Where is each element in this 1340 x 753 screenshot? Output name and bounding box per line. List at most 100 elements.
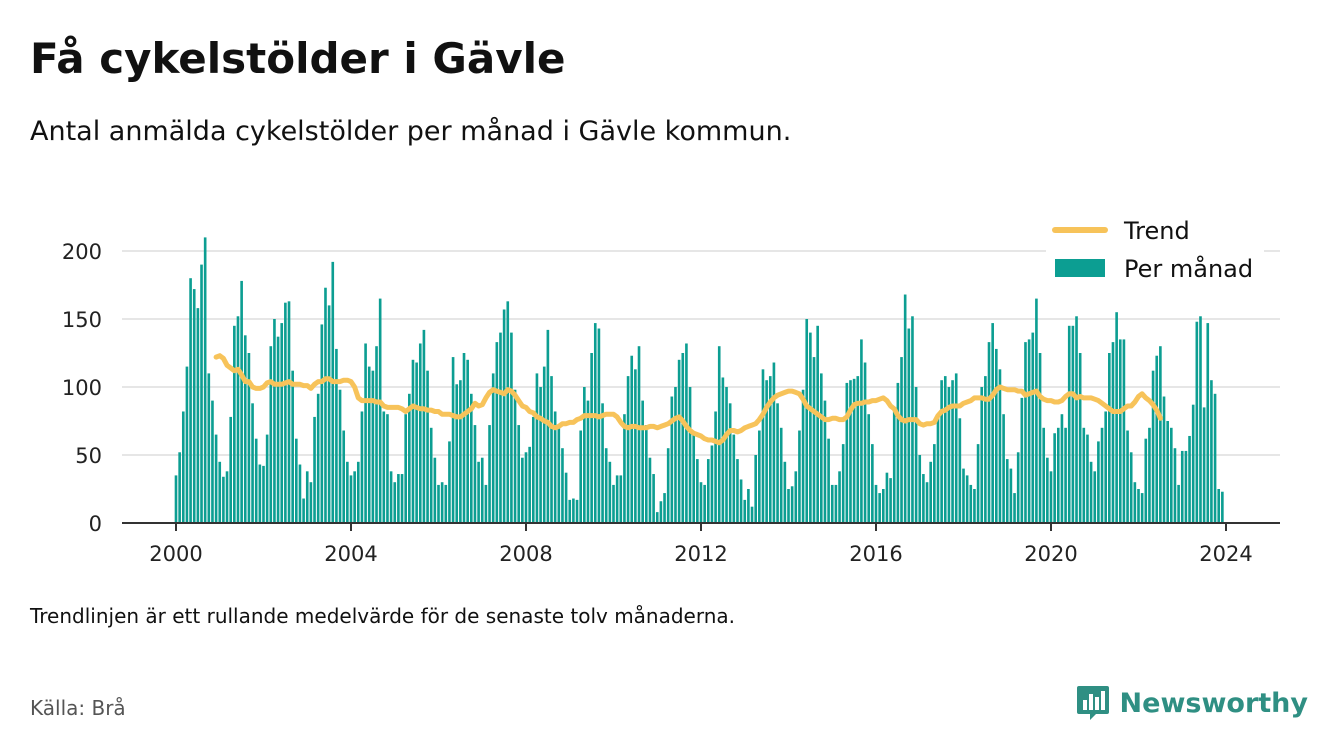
bar bbox=[1188, 435, 1191, 523]
bar bbox=[958, 418, 962, 523]
bar bbox=[233, 325, 236, 523]
bar bbox=[845, 382, 849, 523]
bar bbox=[371, 370, 375, 523]
x-tick-label: 2004 bbox=[324, 542, 377, 566]
bar bbox=[1210, 380, 1213, 523]
bar bbox=[1140, 493, 1144, 523]
bar bbox=[798, 430, 801, 523]
bar bbox=[896, 382, 900, 523]
bar bbox=[393, 482, 397, 523]
bar bbox=[506, 301, 510, 523]
bar bbox=[612, 484, 615, 523]
bar bbox=[681, 353, 685, 523]
bar bbox=[1053, 433, 1056, 523]
x-tick-label: 2020 bbox=[1024, 542, 1077, 566]
bar bbox=[1104, 411, 1107, 523]
bar bbox=[462, 353, 466, 523]
bar bbox=[787, 489, 790, 523]
bar bbox=[1115, 312, 1118, 523]
bar bbox=[863, 362, 867, 523]
bar bbox=[674, 387, 677, 523]
y-tick-label: 200 bbox=[62, 240, 102, 264]
bar bbox=[608, 461, 612, 523]
brand-name: Newsworthy bbox=[1119, 687, 1308, 719]
bar bbox=[1071, 325, 1075, 523]
bar bbox=[375, 346, 378, 523]
bar bbox=[433, 457, 437, 523]
bar bbox=[918, 455, 922, 523]
bar bbox=[827, 438, 830, 523]
legend-label-trend: Trend bbox=[1123, 217, 1190, 245]
bar bbox=[437, 484, 440, 523]
page-title: Få cykelstölder i Gävle bbox=[30, 34, 566, 83]
bar bbox=[623, 414, 626, 523]
bar bbox=[685, 343, 688, 523]
bar bbox=[878, 493, 881, 523]
bar bbox=[247, 353, 251, 523]
bar bbox=[448, 441, 451, 523]
bar bbox=[933, 444, 936, 523]
bar bbox=[736, 459, 739, 523]
bar bbox=[1067, 325, 1071, 523]
bar bbox=[360, 411, 364, 523]
bar bbox=[947, 387, 951, 523]
bar bbox=[630, 355, 634, 523]
bar bbox=[820, 373, 823, 523]
bar bbox=[750, 506, 754, 523]
bar bbox=[265, 434, 269, 523]
bar bbox=[236, 316, 240, 523]
bar bbox=[943, 376, 947, 523]
bar bbox=[973, 489, 976, 523]
bar bbox=[881, 489, 885, 523]
brand-logo[interactable]: Newsworthy bbox=[1076, 684, 1308, 722]
bar bbox=[1100, 427, 1104, 523]
bar bbox=[1078, 353, 1082, 523]
bar bbox=[604, 448, 608, 523]
bar bbox=[575, 499, 579, 523]
bar bbox=[768, 376, 772, 523]
bar bbox=[659, 501, 663, 523]
x-tick-label: 2008 bbox=[499, 542, 552, 566]
bar bbox=[688, 387, 692, 523]
bar bbox=[320, 324, 324, 523]
bar bbox=[692, 434, 696, 523]
bar bbox=[1177, 484, 1180, 523]
bar bbox=[1064, 427, 1067, 523]
bar bbox=[1009, 468, 1013, 523]
bar bbox=[892, 411, 896, 523]
bar bbox=[1170, 427, 1173, 523]
bar bbox=[962, 468, 965, 523]
bar bbox=[794, 471, 798, 523]
bar bbox=[240, 280, 243, 523]
bar bbox=[739, 479, 743, 523]
bar bbox=[207, 373, 211, 523]
bar bbox=[1118, 339, 1122, 523]
y-tick-label: 0 bbox=[89, 512, 102, 536]
bar bbox=[451, 357, 455, 523]
bar bbox=[801, 389, 805, 523]
bar bbox=[535, 373, 539, 523]
bar bbox=[196, 308, 200, 523]
bar bbox=[914, 387, 918, 523]
bar bbox=[222, 476, 225, 523]
bar bbox=[211, 400, 214, 523]
bar bbox=[776, 403, 779, 523]
bar bbox=[743, 499, 747, 523]
bar bbox=[1108, 353, 1111, 523]
bar bbox=[1075, 316, 1078, 523]
bar bbox=[262, 465, 265, 523]
bar bbox=[1162, 396, 1166, 523]
bar bbox=[652, 474, 655, 523]
bar bbox=[502, 309, 506, 523]
bar bbox=[714, 411, 717, 523]
bar bbox=[619, 475, 623, 523]
bar bbox=[1086, 434, 1089, 523]
bar bbox=[790, 486, 794, 523]
bar bbox=[871, 444, 874, 523]
bar bbox=[1035, 298, 1038, 523]
bar bbox=[677, 359, 681, 523]
bar bbox=[670, 396, 674, 523]
bar bbox=[1027, 339, 1031, 523]
bar bbox=[178, 452, 181, 523]
bar bbox=[1042, 427, 1046, 523]
